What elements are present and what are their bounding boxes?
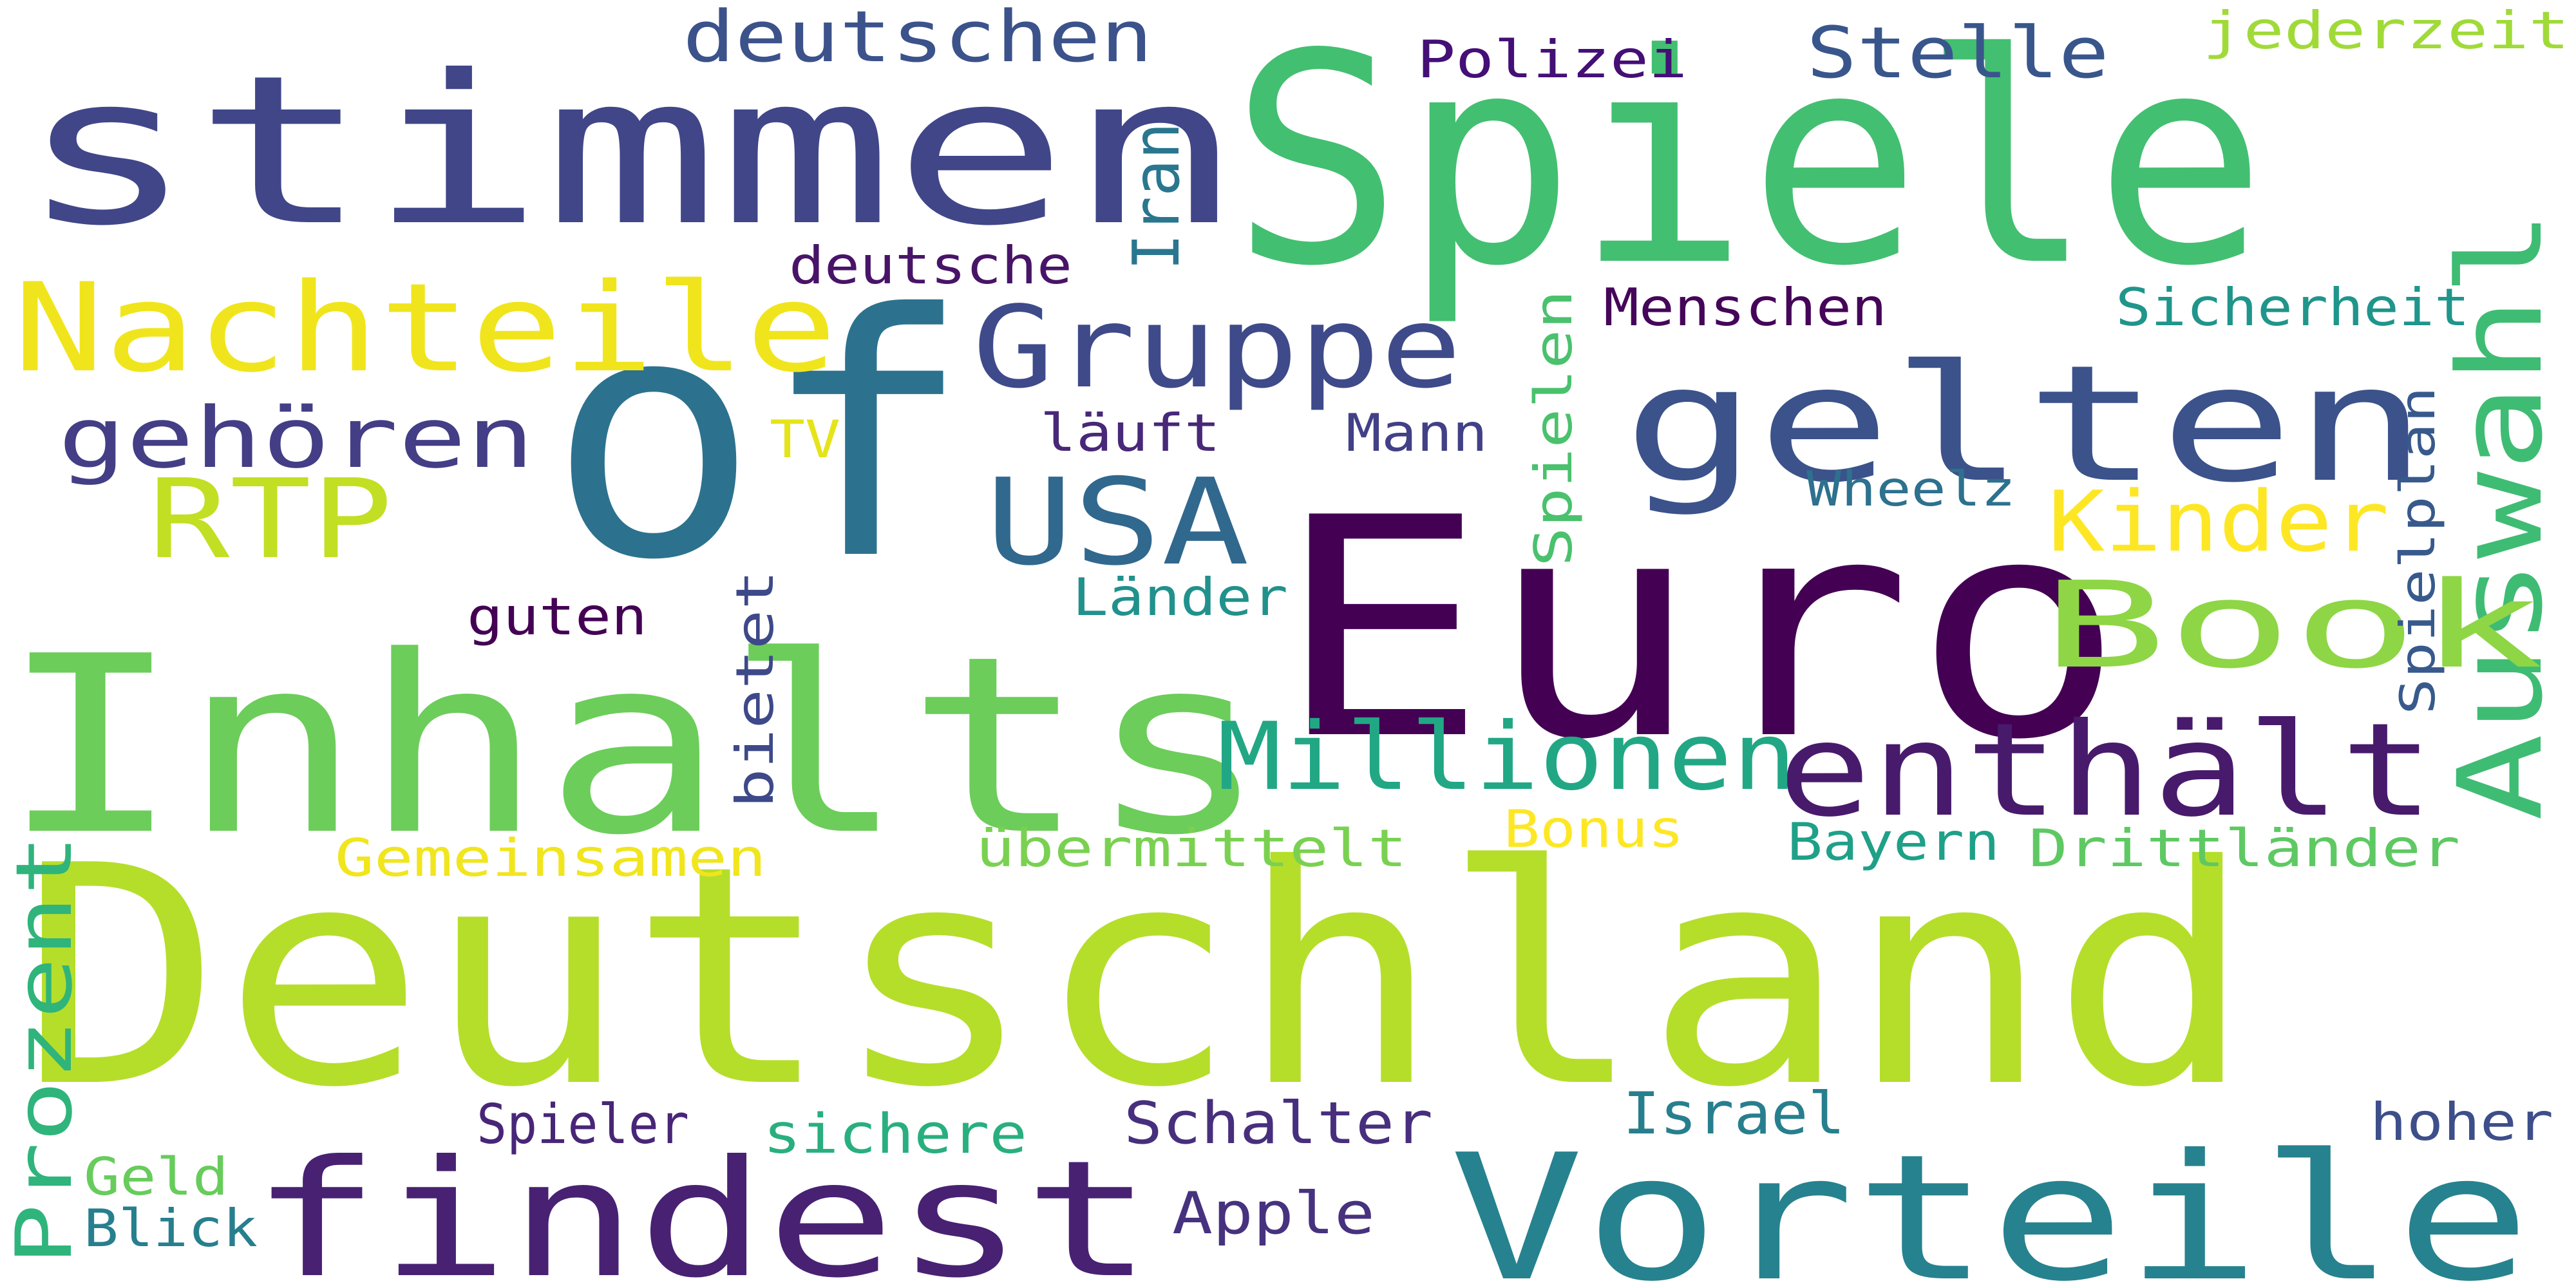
word-israel: Israel: [1623, 1080, 1845, 1148]
word-enthalt: enthält: [1777, 696, 2434, 846]
word-stimmen: stimmen: [19, 32, 1243, 271]
word-inhalts: Inhalts: [0, 603, 1269, 889]
word-spielen: Spielen: [1524, 290, 1584, 567]
word-bonus: Bonus: [1504, 799, 1684, 859]
word-gelten: gelten: [1623, 330, 2428, 518]
word-spielplan: Spielplan: [2389, 386, 2446, 715]
word-wheelz: Wheelz: [1806, 460, 2016, 517]
word-vorteile: Vorteile: [1449, 1117, 2531, 1288]
word-nachteile: Nachteile: [13, 257, 837, 399]
word-euro: Euro: [1275, 453, 2125, 806]
word-deutsche: deutsche: [789, 236, 1072, 296]
word-usa: USA: [985, 453, 1249, 592]
word-sichere: sichere: [763, 1103, 1027, 1166]
word-deutschen: deutschen: [683, 0, 1153, 78]
word-lander: Länder: [1072, 567, 1288, 627]
word-mann: Mann: [1346, 403, 1488, 463]
word-auswahl: Auswahl: [2434, 209, 2568, 821]
word-tv: TV: [770, 410, 840, 469]
word-of: of: [547, 243, 972, 633]
word-gemeinsamen: Gemeinsamen: [335, 828, 766, 888]
word-drittlander: Drittländer: [2029, 819, 2460, 878]
word-sicherheit: Sicherheit: [2116, 278, 2470, 337]
word-kinder: Kinder: [2048, 473, 2389, 571]
word-polizei: Polizei: [1417, 30, 1687, 90]
word-apple: Apple: [1172, 1180, 1375, 1247]
word-stelle: Stelle: [1806, 12, 2109, 94]
word-book: Book: [2041, 556, 2544, 695]
word-ubermittelt: übermittelt: [976, 819, 1407, 878]
word-deutschland: Deutschland: [19, 801, 2254, 1153]
word-guten: guten: [467, 587, 647, 647]
word-jederzeit: jederzeit: [2202, 1, 2570, 61]
word-iran: Iran: [1119, 122, 1194, 270]
word-prozent: Prozent: [0, 834, 90, 1265]
word-gehoren: gehören: [58, 389, 535, 487]
word-spieler: Spieler: [477, 1093, 689, 1157]
word-bayern: Bayern: [1787, 812, 2000, 872]
word-findest: findest: [251, 1126, 1153, 1288]
word-lauft: läuft: [1040, 403, 1220, 463]
word-spiele: Spiele: [1230, 0, 2267, 330]
word-schalter: Schalter: [1124, 1090, 1433, 1157]
word-hoher: hoher: [2370, 1092, 2553, 1152]
word-gruppe: Gruppe: [972, 283, 1462, 413]
word-millionen: Millionen: [1217, 703, 1797, 811]
word-bietet: bietet: [725, 570, 785, 808]
word-rtp: RTP: [148, 456, 393, 583]
word-menschen: Menschen: [1604, 278, 1887, 337]
word-geld: Geld: [84, 1147, 229, 1207]
word-blick: Blick: [84, 1198, 258, 1258]
